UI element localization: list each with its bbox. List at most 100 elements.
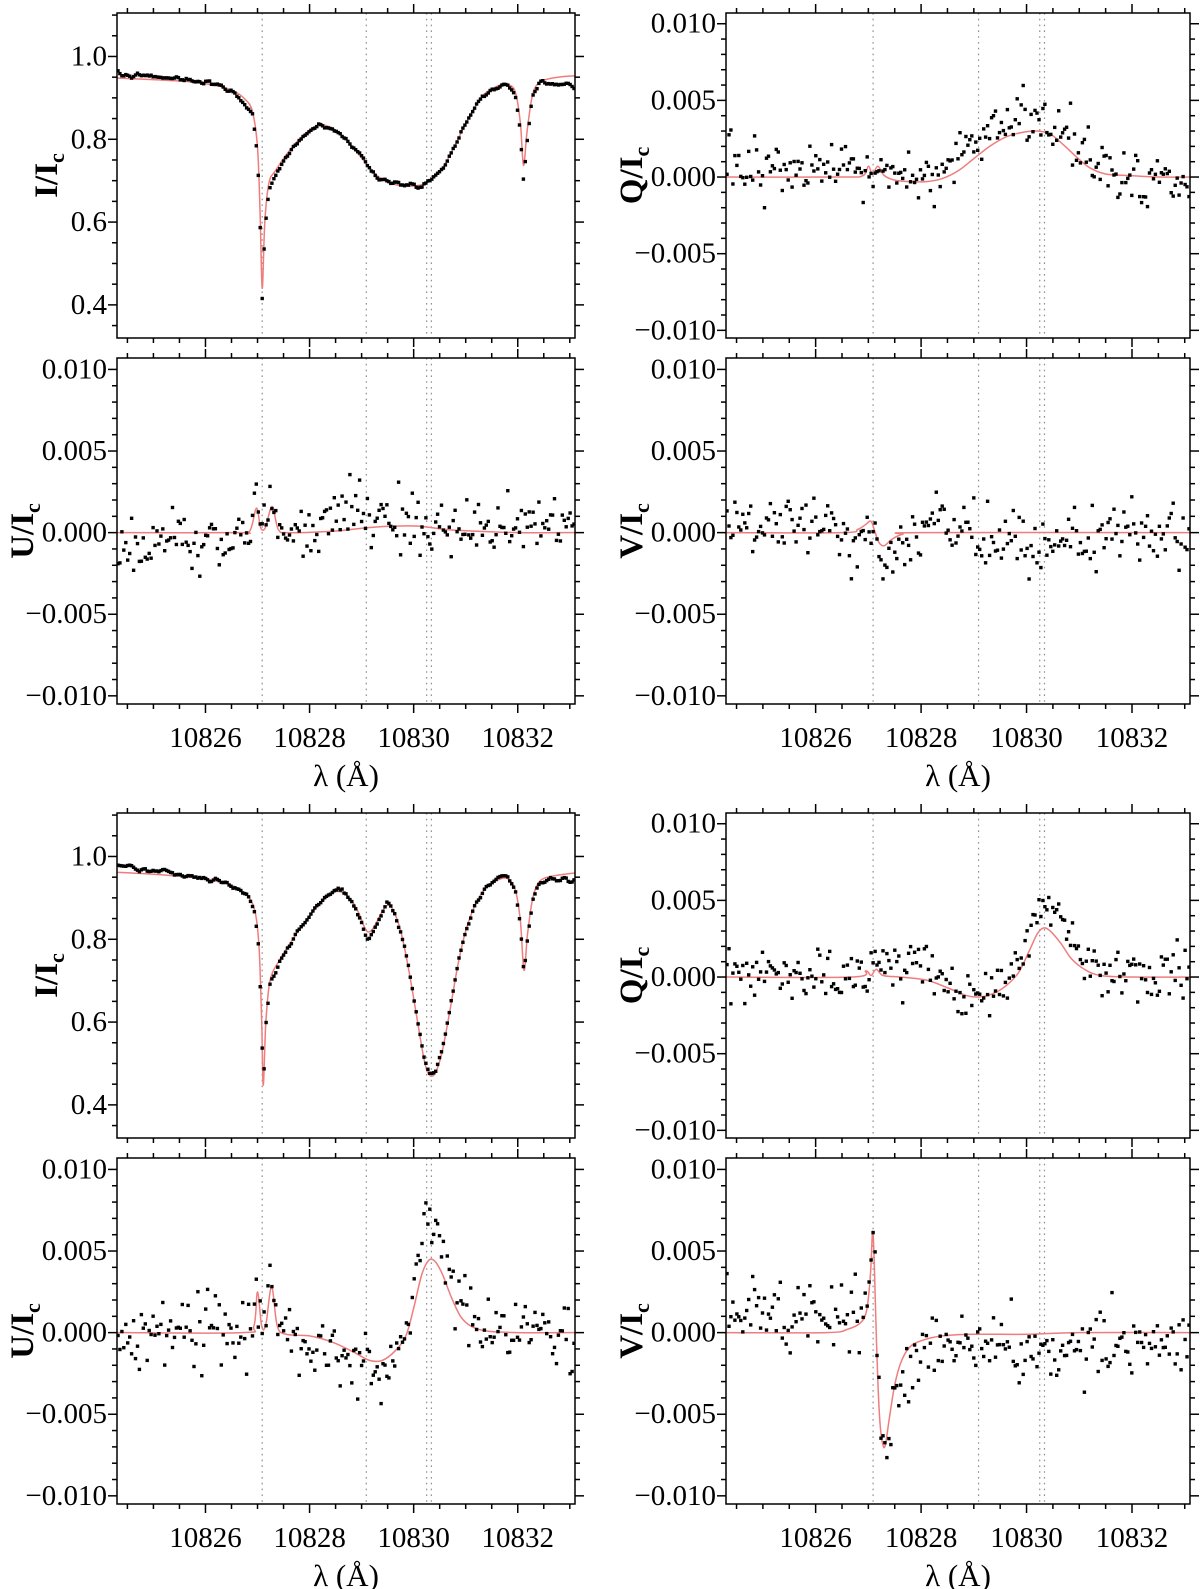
data-point bbox=[1112, 979, 1116, 984]
data-point bbox=[1084, 959, 1088, 963]
data-point bbox=[221, 880, 225, 885]
data-point bbox=[1141, 1345, 1146, 1350]
data-point bbox=[543, 81, 547, 85]
data-point bbox=[400, 1340, 405, 1344]
data-point bbox=[432, 1071, 436, 1075]
data-point bbox=[527, 510, 531, 514]
data-point bbox=[1074, 158, 1079, 162]
data-point bbox=[1100, 994, 1104, 998]
data-point bbox=[980, 1346, 984, 1351]
data-point bbox=[246, 107, 251, 111]
data-point bbox=[190, 79, 194, 83]
data-point bbox=[204, 1307, 208, 1311]
data-point bbox=[1132, 167, 1136, 171]
data-point bbox=[974, 1363, 978, 1368]
data-point bbox=[871, 529, 875, 534]
data-point bbox=[186, 1303, 190, 1308]
data-point bbox=[885, 1455, 889, 1460]
data-point bbox=[252, 127, 257, 131]
data-point bbox=[145, 869, 149, 873]
data-point bbox=[517, 123, 522, 127]
data-point bbox=[283, 155, 288, 160]
data-point bbox=[1104, 537, 1108, 541]
data-point bbox=[346, 895, 350, 899]
data-point bbox=[1045, 553, 1049, 557]
data-point bbox=[794, 970, 798, 975]
data-point bbox=[989, 976, 994, 980]
data-point bbox=[133, 867, 138, 871]
data-point bbox=[566, 879, 570, 884]
data-point bbox=[1092, 175, 1096, 179]
data-point bbox=[1037, 118, 1041, 122]
data-point bbox=[1005, 541, 1010, 546]
data-point bbox=[547, 527, 551, 531]
data-point bbox=[726, 172, 729, 176]
data-point bbox=[776, 1297, 780, 1301]
data-point bbox=[560, 513, 564, 517]
data-point bbox=[135, 541, 140, 546]
data-point bbox=[305, 1352, 309, 1356]
data-point bbox=[893, 171, 897, 175]
data-point bbox=[1136, 1000, 1140, 1004]
data-point bbox=[865, 1304, 869, 1308]
data-point bbox=[1001, 547, 1006, 551]
data-point bbox=[924, 520, 929, 524]
data-point bbox=[997, 528, 1002, 532]
data-point bbox=[1179, 181, 1183, 185]
data-point bbox=[1130, 1371, 1134, 1375]
data-point bbox=[305, 132, 309, 136]
data-point bbox=[916, 1378, 921, 1382]
data-point bbox=[962, 1345, 966, 1350]
data-point bbox=[1066, 136, 1071, 140]
data-point bbox=[924, 944, 929, 949]
data-point bbox=[517, 1338, 522, 1342]
data-point bbox=[391, 909, 395, 913]
data-point bbox=[1177, 193, 1181, 197]
data-point bbox=[1102, 154, 1106, 158]
data-point bbox=[980, 157, 984, 161]
data-point bbox=[1001, 1343, 1006, 1347]
data-point bbox=[239, 1335, 243, 1339]
data-point bbox=[322, 1352, 327, 1356]
data-point bbox=[243, 541, 247, 545]
data-point bbox=[833, 523, 838, 527]
data-point bbox=[389, 524, 393, 529]
data-point bbox=[786, 499, 790, 503]
data-point bbox=[851, 984, 856, 989]
data-point bbox=[506, 489, 510, 493]
data-point bbox=[812, 169, 816, 173]
data-point bbox=[1120, 539, 1124, 544]
data-point bbox=[824, 1322, 828, 1326]
data-point bbox=[1015, 957, 1019, 962]
data-point bbox=[502, 82, 506, 86]
data-point bbox=[190, 874, 194, 878]
data-point bbox=[995, 1343, 1000, 1347]
data-point bbox=[541, 881, 545, 885]
data-point bbox=[281, 532, 286, 536]
data-point bbox=[893, 550, 897, 554]
data-point bbox=[1126, 524, 1130, 528]
data-point bbox=[1031, 130, 1035, 134]
data-point bbox=[1068, 101, 1073, 105]
data-point bbox=[796, 960, 800, 965]
data-point bbox=[515, 1335, 520, 1339]
data-point bbox=[209, 879, 214, 884]
data-point bbox=[194, 875, 198, 879]
data-point bbox=[562, 82, 566, 86]
data-point bbox=[568, 511, 572, 515]
data-point bbox=[204, 876, 208, 881]
data-point bbox=[1143, 195, 1148, 199]
data-point bbox=[1179, 542, 1183, 546]
data-point bbox=[356, 1397, 360, 1401]
data-point bbox=[928, 978, 933, 982]
data-point bbox=[129, 516, 134, 520]
data-point bbox=[560, 876, 564, 880]
data-point bbox=[928, 188, 933, 193]
data-point bbox=[810, 974, 814, 978]
data-point bbox=[928, 517, 933, 521]
data-point bbox=[303, 133, 307, 137]
data-point bbox=[424, 181, 428, 185]
data-point bbox=[758, 1326, 763, 1330]
data-point bbox=[338, 1384, 342, 1388]
